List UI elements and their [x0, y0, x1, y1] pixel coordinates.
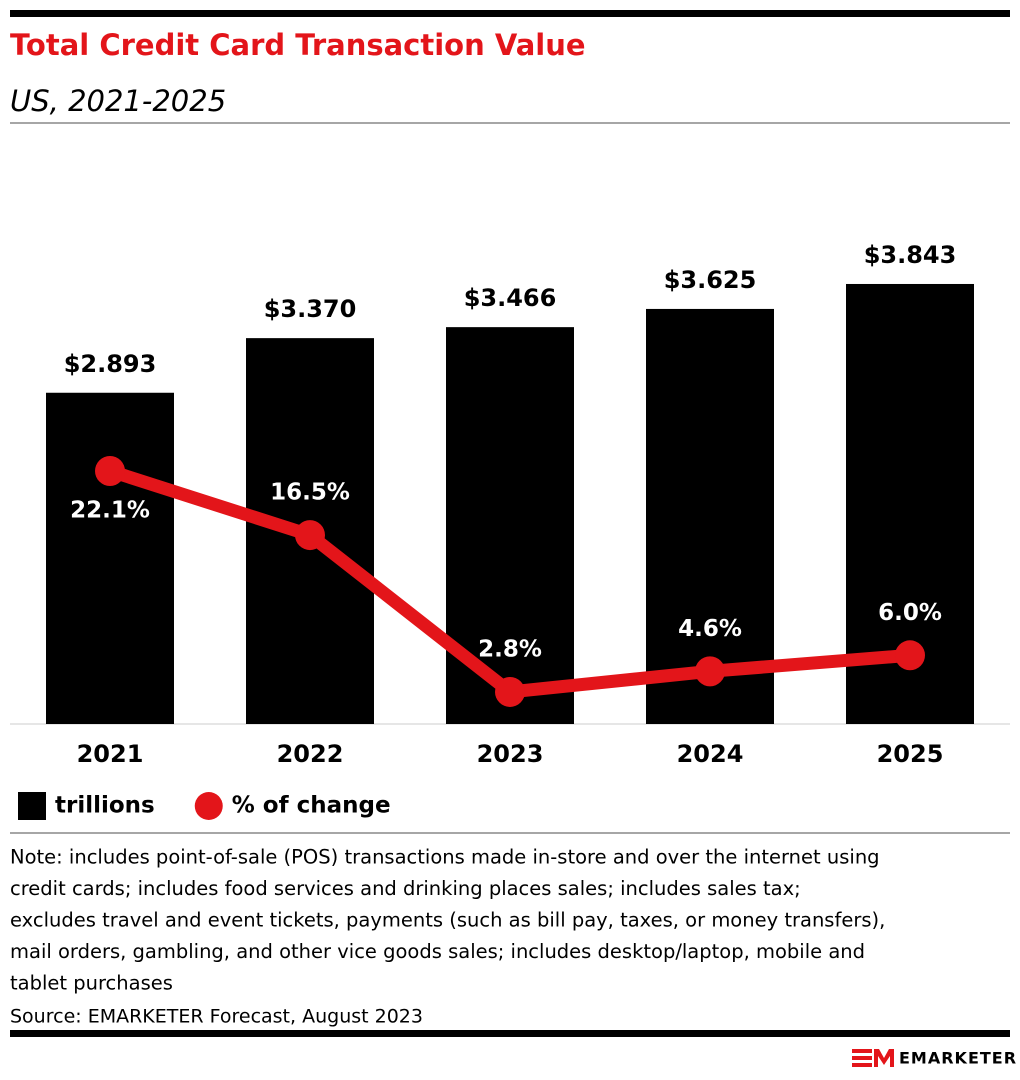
x-tick-label: 2024 [677, 740, 744, 768]
bar-value-label: $3.625 [664, 266, 757, 294]
line-value-label: 4.6% [678, 616, 742, 642]
line-value-label: 6.0% [878, 600, 942, 626]
x-tick-label: 2023 [477, 740, 544, 768]
logo-mark [852, 1049, 894, 1067]
legend-label: trillions [55, 793, 155, 819]
line-point [695, 656, 725, 687]
bar-value-label: $3.843 [864, 241, 957, 269]
x-tick-label: 2025 [877, 740, 944, 768]
line-point [95, 455, 125, 486]
note: mail orders, gambling, and other vice go… [10, 940, 865, 963]
line-value-label: 2.8% [478, 636, 542, 662]
source: Source: EMARKETER Forecast, August 2023 [10, 1006, 423, 1028]
logo-text: EMARKETER [899, 1049, 1017, 1068]
legend-swatch [194, 792, 223, 820]
line-point [295, 520, 325, 551]
line-point [495, 676, 525, 707]
bar [46, 392, 174, 724]
legend-label: % of change [232, 793, 391, 819]
chart-title: Total Credit Card Transaction Value [10, 28, 586, 62]
bar [646, 308, 774, 724]
legend-swatch [18, 792, 46, 820]
bar-value-label: $3.370 [264, 295, 357, 323]
note: tablet purchases [10, 972, 173, 995]
note: excludes travel and event tickets, payme… [10, 909, 885, 932]
bar-value-label: $3.466 [464, 284, 557, 312]
line-point [895, 640, 925, 671]
note: Note: includes point-of-sale (POS) trans… [10, 846, 880, 869]
x-tick-label: 2022 [277, 740, 344, 768]
x-tick-label: 2021 [77, 740, 144, 768]
bar-value-label: $2.893 [64, 350, 157, 378]
note: credit cards; includes food services and… [10, 877, 801, 900]
top-rule [10, 10, 1010, 17]
line-value-label: 16.5% [270, 480, 350, 506]
chart-subtitle: US, 2021-2025 [10, 84, 226, 118]
line-value-label: 22.1% [70, 497, 150, 523]
bottom-rule [10, 1030, 1010, 1037]
